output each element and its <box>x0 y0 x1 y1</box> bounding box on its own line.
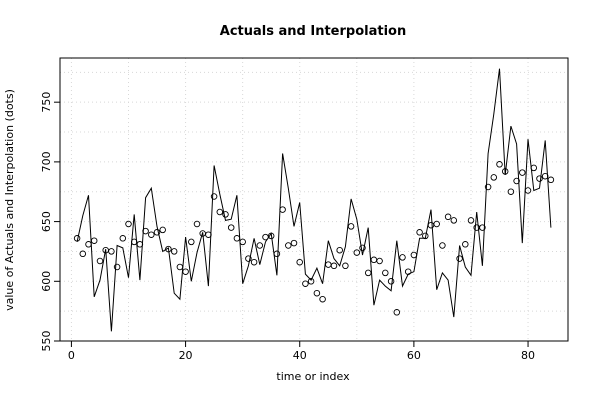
actual-point <box>96 257 104 265</box>
actual-point <box>233 235 241 242</box>
actual-point <box>490 174 498 181</box>
actual-point <box>410 251 418 259</box>
actual-point <box>439 242 446 249</box>
actual-point <box>513 177 520 185</box>
actual-point <box>119 235 127 242</box>
actual-point <box>393 309 401 316</box>
y-tick-label: 550 <box>40 331 53 352</box>
y-tick-label: 750 <box>40 92 53 113</box>
actual-point <box>273 250 281 258</box>
actual-point <box>347 223 355 230</box>
actual-point <box>159 226 166 234</box>
y-tick-label: 600 <box>40 271 53 292</box>
plot-frame <box>59 57 569 342</box>
chart-title: Actuals and Interpolation <box>220 24 406 39</box>
actual-point <box>113 263 121 271</box>
actual-point <box>387 278 395 285</box>
x-tick-label: 20 <box>179 349 193 362</box>
actual-point <box>416 229 423 236</box>
actual-point <box>496 161 503 168</box>
actual-point <box>267 232 275 240</box>
actual-point <box>444 213 452 221</box>
actual-point <box>222 211 229 218</box>
x-tick-label: 0 <box>68 349 75 362</box>
actual-point <box>216 208 224 216</box>
actual-point <box>108 248 115 255</box>
actual-point <box>353 249 361 256</box>
actual-point <box>170 248 178 255</box>
actual-point <box>524 187 532 194</box>
actual-point <box>319 295 326 303</box>
actual-point <box>245 255 252 262</box>
actual-point <box>85 241 92 248</box>
actual-point <box>519 169 526 176</box>
actual-point <box>404 268 412 275</box>
actual-point <box>205 231 212 238</box>
actual-point <box>90 237 98 244</box>
actual-point <box>450 217 458 224</box>
actual-point <box>359 244 366 252</box>
axis-layer: 0 20 40 60 80 550 600 650 700 750 <box>40 92 535 362</box>
actual-point <box>250 258 258 266</box>
y-tick-label: 650 <box>40 211 53 232</box>
y-axis-label: value of Actuals and Interpolation (dots… <box>3 89 16 311</box>
actual-point <box>176 263 184 271</box>
actual-point <box>188 238 195 246</box>
actual-point <box>467 217 475 224</box>
actual-point <box>239 238 246 246</box>
x-axis-label: time or index <box>276 370 350 383</box>
actual-point <box>256 242 264 249</box>
actual-point <box>79 250 87 258</box>
actual-point <box>302 280 309 287</box>
actual-point <box>547 176 555 184</box>
actual-point <box>296 258 303 266</box>
actual-point <box>541 172 549 180</box>
x-tick-label: 60 <box>407 349 421 362</box>
actual-point <box>125 220 132 228</box>
actual-point <box>422 232 429 240</box>
actual-point <box>136 241 144 248</box>
actual-point <box>484 183 492 191</box>
actual-point <box>507 188 515 195</box>
actual-point <box>130 238 138 246</box>
y-tick-label: 700 <box>40 151 53 172</box>
actual-point <box>153 229 161 236</box>
actual-point <box>227 224 235 231</box>
plot-layer <box>73 68 555 332</box>
actual-point <box>142 227 149 235</box>
actual-point <box>479 224 486 231</box>
x-tick-label: 80 <box>521 349 535 362</box>
actual-point <box>182 268 189 275</box>
actual-point <box>290 239 298 247</box>
actual-point <box>433 220 440 228</box>
actual-point <box>165 245 172 253</box>
actual-point <box>462 241 469 248</box>
actual-point <box>336 246 343 254</box>
actual-point <box>279 206 286 213</box>
actual-point <box>307 278 315 285</box>
actual-point <box>376 257 383 265</box>
actual-point <box>210 193 218 200</box>
actual-point <box>148 231 155 238</box>
actual-point <box>73 235 81 242</box>
actual-point <box>536 175 543 182</box>
actual-point <box>285 242 292 249</box>
actual-point <box>382 269 389 277</box>
actual-point <box>501 168 509 175</box>
interpolation-line <box>76 68 552 332</box>
actual-point <box>330 262 338 270</box>
actual-point <box>399 254 406 261</box>
x-tick-label: 40 <box>293 349 307 362</box>
actual-point <box>193 220 201 228</box>
actual-point <box>313 289 321 297</box>
actual-point <box>456 255 463 262</box>
actual-point <box>342 262 349 270</box>
actual-point <box>530 164 538 172</box>
actual-point <box>364 269 372 277</box>
